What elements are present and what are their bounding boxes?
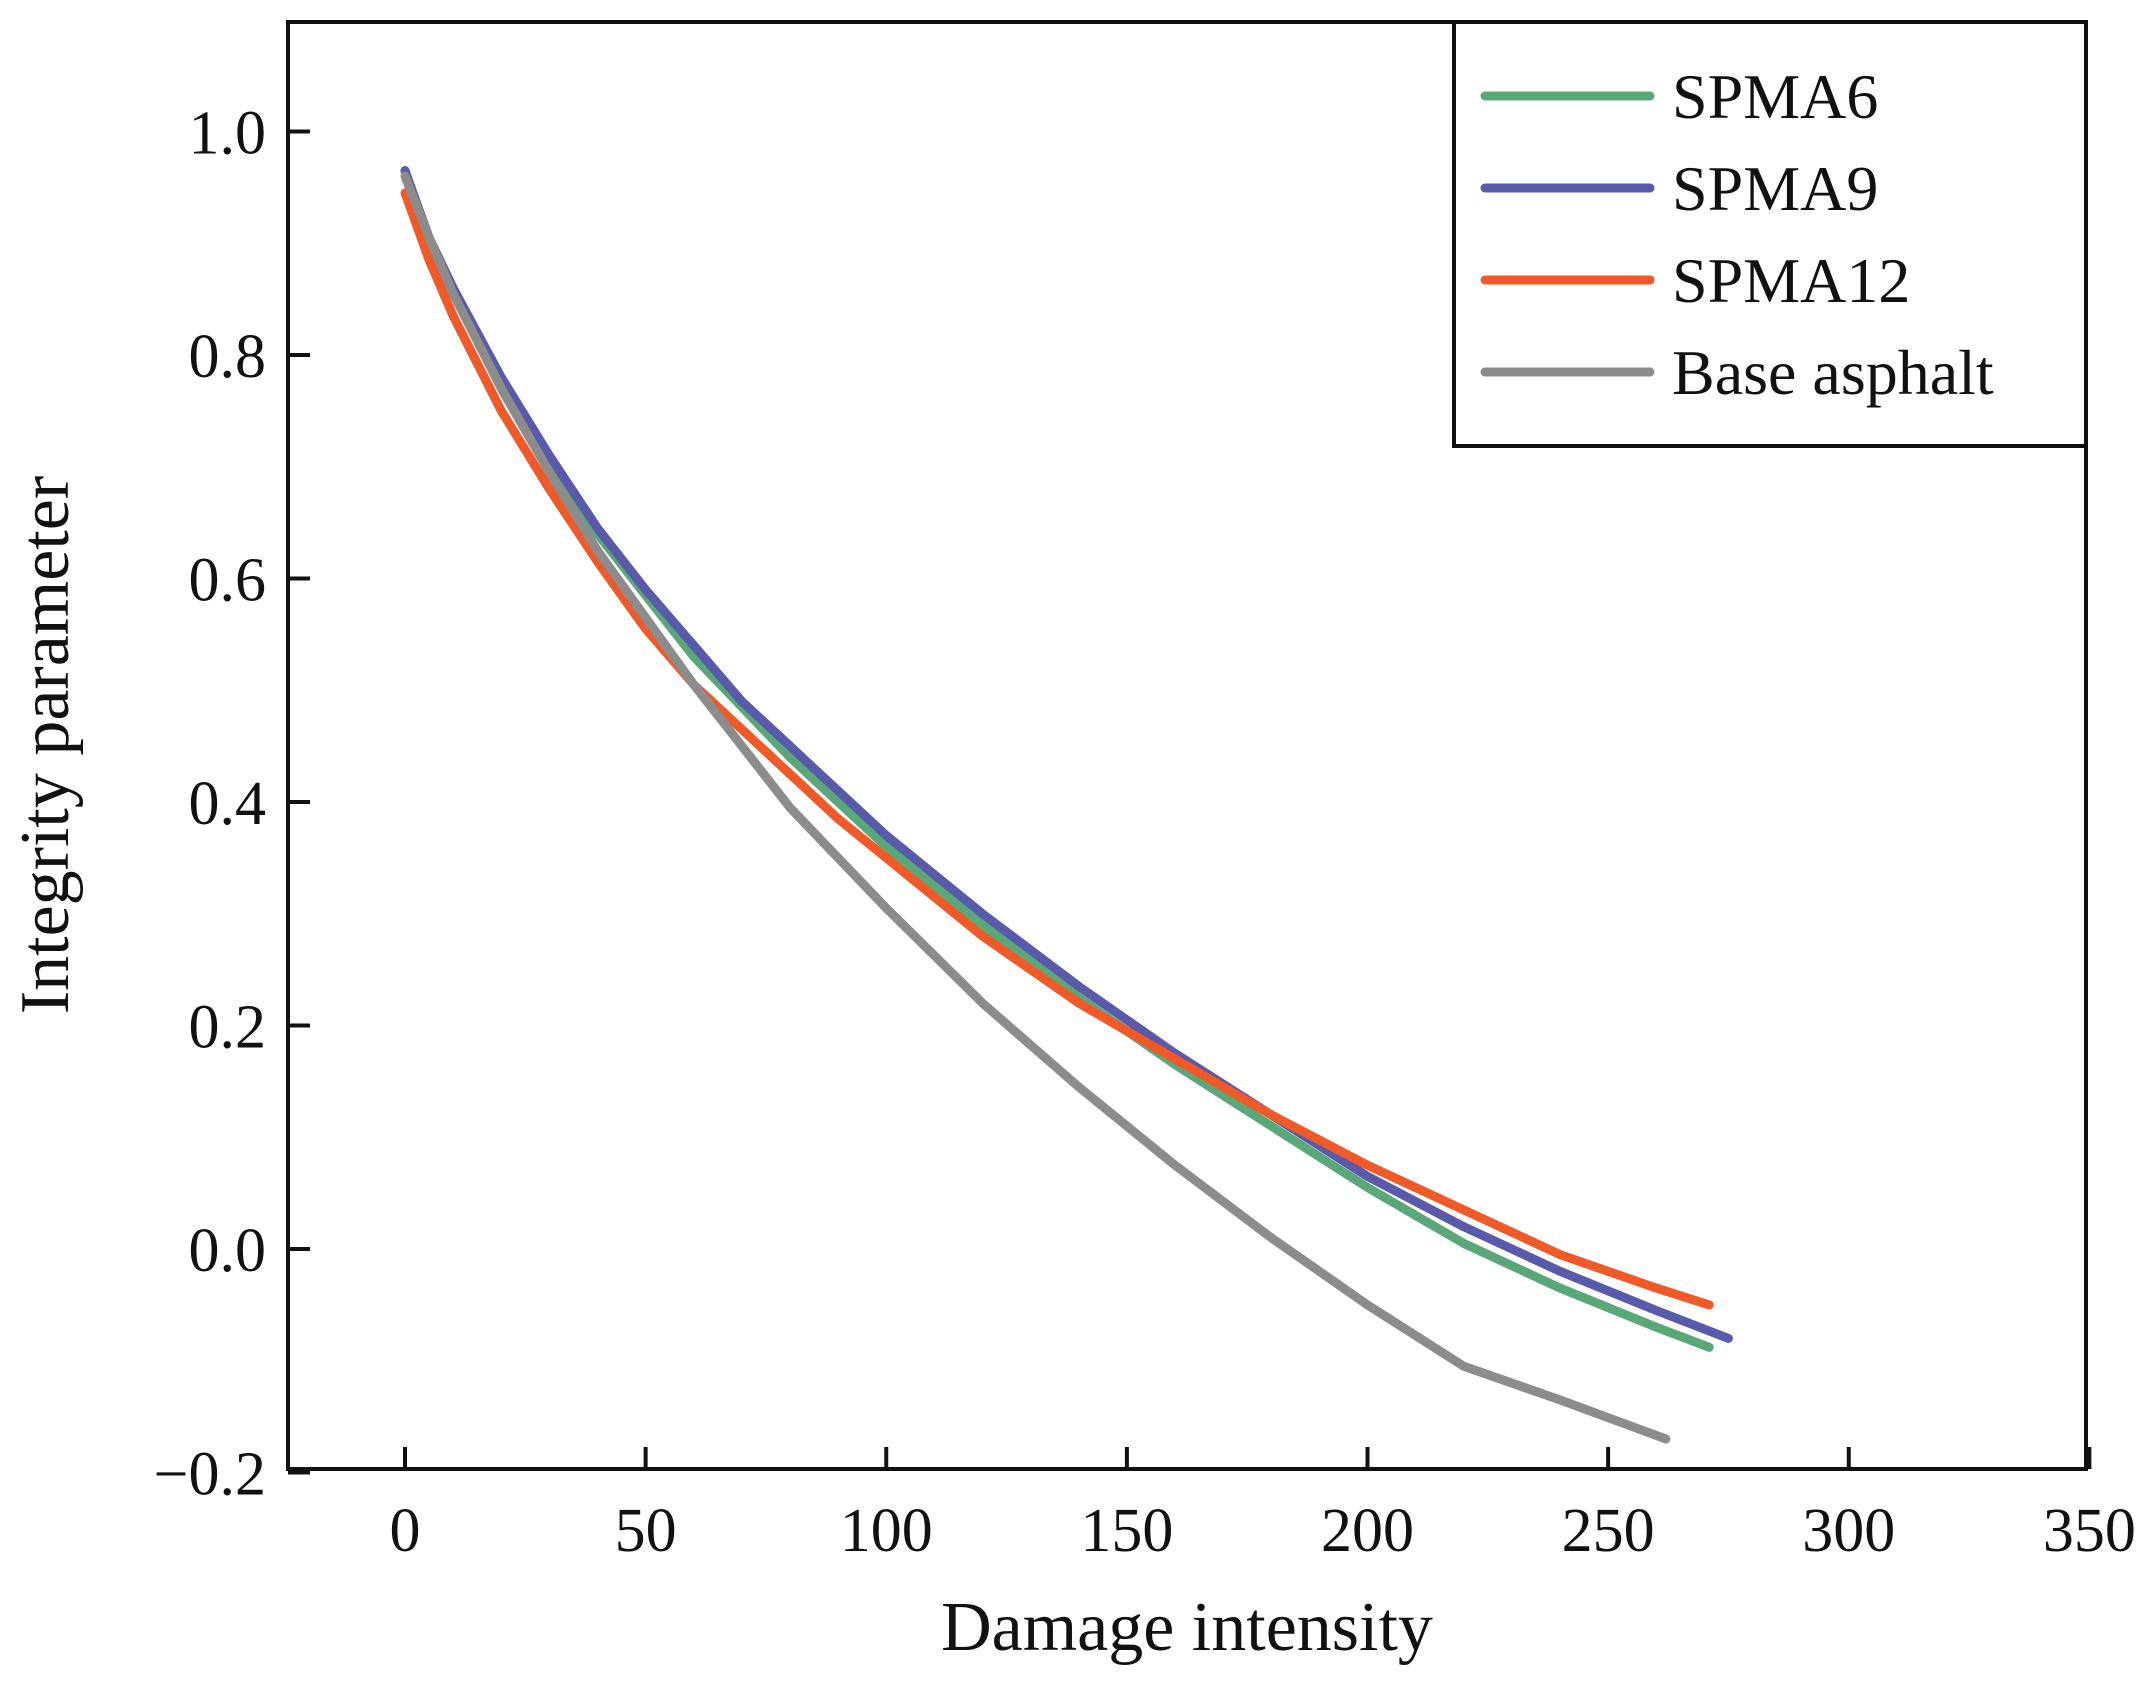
x-tick-label: 300 xyxy=(1802,1497,1895,1565)
x-tick-label: 350 xyxy=(2043,1497,2136,1565)
y-tick-label: −0.2 xyxy=(154,1441,266,1509)
y-tick-label: 0.0 xyxy=(189,1217,267,1285)
legend-label-spma9: SPMA9 xyxy=(1672,153,1878,224)
x-tick-label: 100 xyxy=(840,1497,933,1565)
y-tick-label: 1.0 xyxy=(189,100,267,168)
legend-label-spma6: SPMA6 xyxy=(1672,61,1878,132)
y-tick-label: 0.8 xyxy=(189,323,267,391)
x-tick-label: 200 xyxy=(1321,1497,1414,1565)
series-line-spma9 xyxy=(400,166,1733,1343)
x-tick-label: 0 xyxy=(390,1497,421,1565)
series-layer xyxy=(400,166,1733,1444)
ticks-layer: 0 50 100 150 200 250 300 350 −0.2 0.0 0.2 0.4 0.6 0.8… xyxy=(154,100,2136,1566)
series-line-base-asphalt xyxy=(400,171,1671,1444)
x-tick-label: 50 xyxy=(615,1497,677,1565)
y-tick-label: 0.6 xyxy=(189,547,267,615)
y-tick-label: 0.2 xyxy=(189,994,267,1062)
x-axis-title: Damage intensity xyxy=(941,1589,1433,1666)
x-tick-label: 150 xyxy=(1080,1497,1173,1565)
series-line-spma12 xyxy=(400,188,1714,1310)
legend-label-spma12: SPMA12 xyxy=(1672,245,1910,316)
y-tick-label: 0.4 xyxy=(189,770,267,838)
legend: SPMA6 SPMA9 SPMA12 Base asphalt xyxy=(1452,20,2088,448)
x-tick-label: 250 xyxy=(1562,1497,1655,1565)
plot-frame xyxy=(286,20,2088,1471)
y-axis-title: Integrity parameter xyxy=(7,476,84,1014)
legend-label-base-asphalt: Base asphalt xyxy=(1672,337,1994,408)
